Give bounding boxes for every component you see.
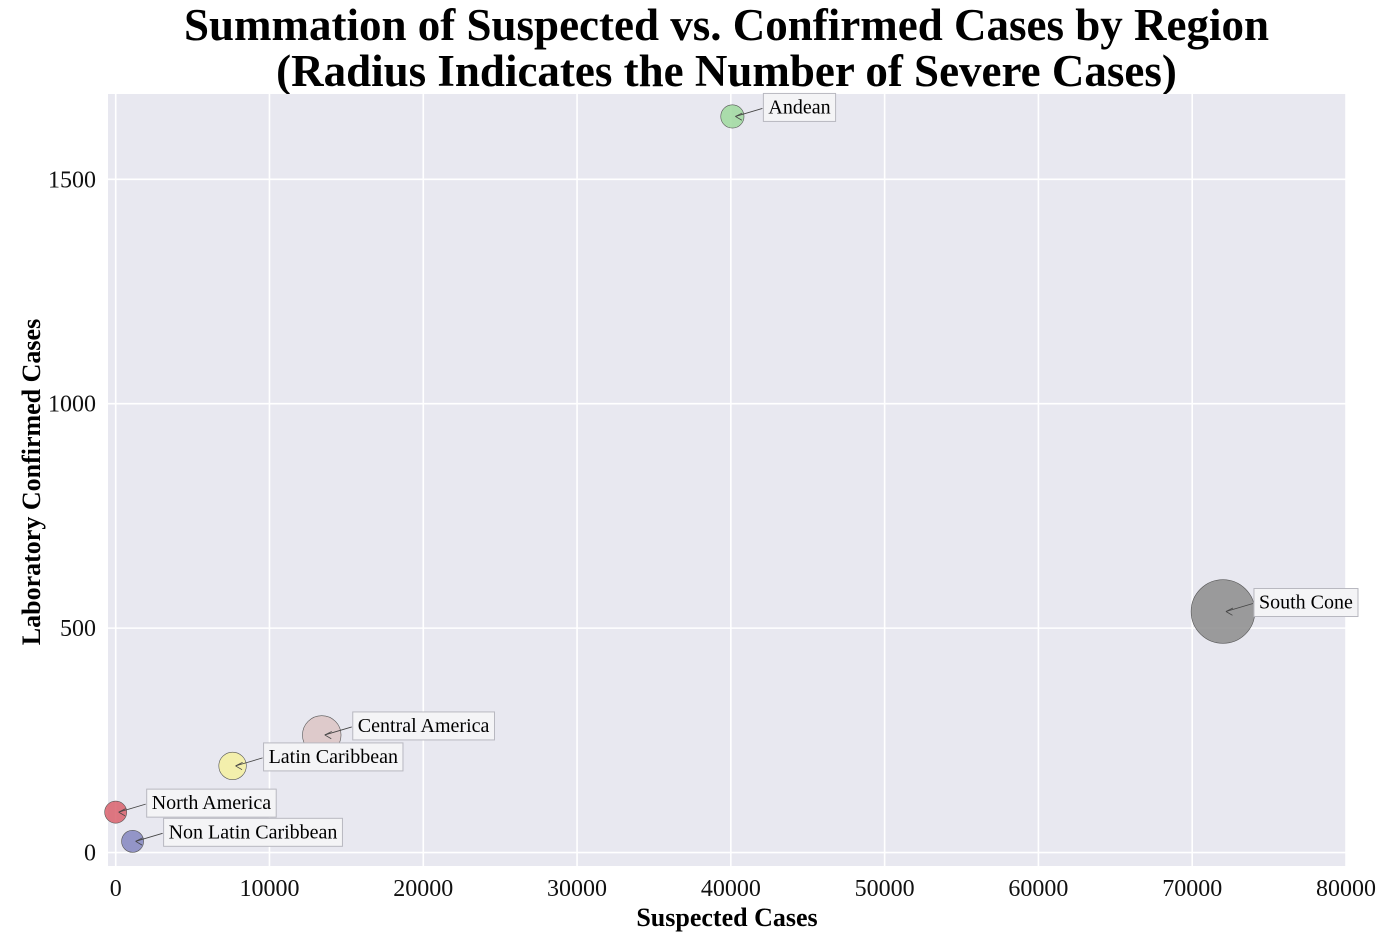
point-label: South Cone <box>1259 592 1353 614</box>
chart-title-line1: Summation of Suspected vs. Confirmed Cas… <box>183 0 1270 50</box>
point-label: Central America <box>358 715 490 737</box>
x-tick-label: 50000 <box>855 876 915 902</box>
point-label: Latin Caribbean <box>269 746 398 768</box>
data-point <box>1190 579 1256 644</box>
arrow-head <box>235 762 243 771</box>
point-annotation: South Cone <box>1225 588 1359 618</box>
annotation-box <box>1253 588 1359 618</box>
annotation-arrow <box>735 108 763 117</box>
chart-title: Summation of Suspected vs. Confirmed Cas… <box>0 2 1390 94</box>
x-tick-label: 0 <box>110 876 122 902</box>
x-tick-label: 20000 <box>393 876 453 902</box>
point-annotation: Central America <box>324 711 496 741</box>
annotation-box <box>762 92 837 122</box>
y-tick-label: 1000 <box>48 392 96 418</box>
y-axis-label: Laboratory Confirmed Cases <box>17 318 46 646</box>
annotation-box <box>163 817 343 847</box>
chart-subtitle: (Radius Indicates the Number of Severe C… <box>276 46 1177 96</box>
point-annotation: North America <box>118 788 277 818</box>
data-point <box>720 104 745 129</box>
x-tick-label: 70000 <box>1162 876 1222 902</box>
x-tick-label: 80000 <box>1316 876 1376 902</box>
point-label: North America <box>152 792 272 814</box>
data-point <box>121 829 144 853</box>
annotation-box <box>352 711 496 741</box>
annotation-arrow <box>235 757 263 767</box>
annotation-arrow <box>1225 603 1254 612</box>
annotation-arrow <box>135 832 163 842</box>
annotation-box <box>263 742 404 772</box>
data-point <box>104 800 128 824</box>
grid-lines <box>108 94 1347 866</box>
y-tick-label: 1500 <box>48 167 96 193</box>
axis-ticks: 0 10000 20000 30000 40000 50000 60000 70000 8000… <box>48 167 1376 902</box>
x-tick-label: 60000 <box>1008 876 1068 902</box>
point-label: Andean <box>768 96 830 118</box>
point-label: Non Latin Caribbean <box>169 821 338 843</box>
arrow-head <box>118 808 126 817</box>
arrow-head <box>324 731 332 740</box>
arrow-head <box>135 837 143 846</box>
x-tick-label: 30000 <box>547 876 607 902</box>
point-annotation: Latin Caribbean <box>235 742 404 772</box>
point-labels: Andean South Cone Central America Latin Car… <box>118 92 1359 847</box>
arrow-head <box>1225 607 1234 616</box>
x-axis-label: Suspected Cases <box>636 903 818 932</box>
x-tick-label: 40000 <box>701 876 761 902</box>
point-annotation: Non Latin Caribbean <box>135 817 343 847</box>
data-point <box>218 751 247 780</box>
arrow-head <box>735 112 743 121</box>
x-tick-label: 10000 <box>239 876 299 902</box>
annotation-arrow <box>118 803 146 813</box>
y-tick-label: 500 <box>60 616 96 642</box>
y-tick-label: 0 <box>84 841 96 867</box>
annotation-arrow <box>324 726 352 736</box>
point-annotation: Andean <box>735 92 837 122</box>
annotation-box <box>146 788 277 818</box>
